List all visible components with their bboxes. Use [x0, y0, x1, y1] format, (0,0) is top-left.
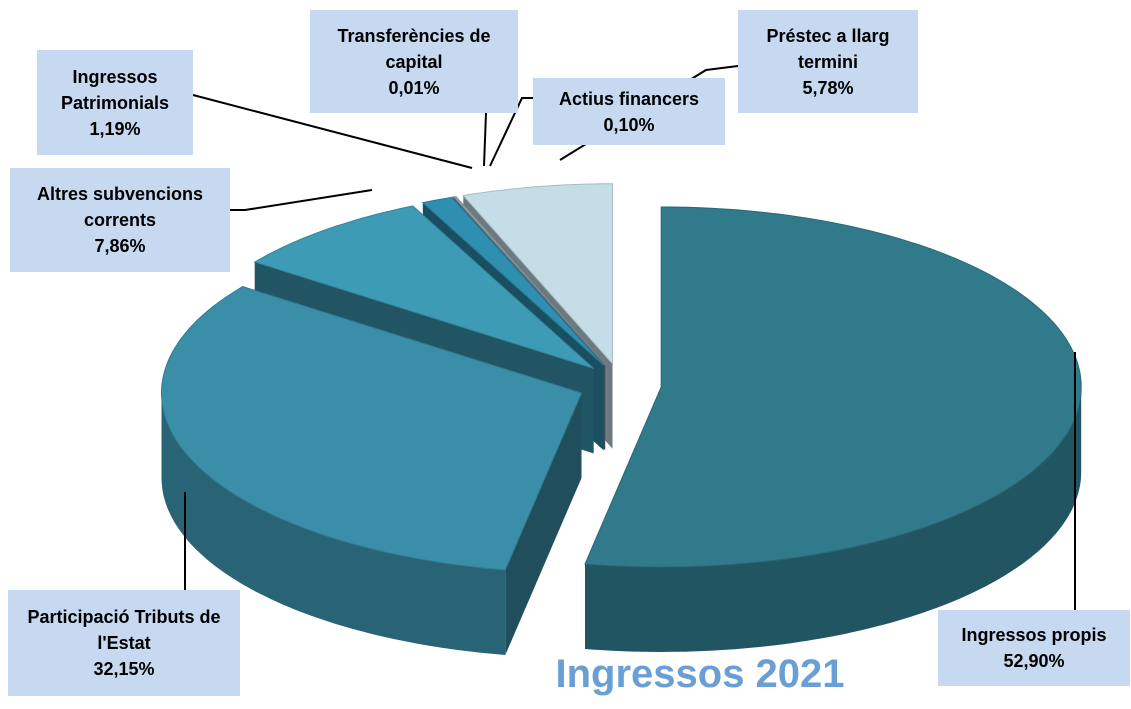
category-label: Ingressos propis [961, 625, 1107, 645]
category-label: Participació Tributs de l'Estat [27, 607, 221, 653]
category-label: Préstec a llarg termini [766, 25, 890, 72]
category-label: Ingressos Patrimonials [60, 66, 170, 113]
slice [462, 183, 613, 366]
label-box: Préstec a llarg termini 5,78% [738, 10, 918, 113]
slice-side [585, 387, 1082, 652]
slice [160, 286, 583, 571]
chart-title: Ingressos 2021 [555, 652, 845, 696]
value-label: 32,15% [93, 659, 155, 679]
category-label: Actius financers [558, 88, 700, 109]
slice [253, 205, 594, 369]
slice [451, 196, 606, 366]
label-box: Altres subvencions corrents 7,86% [10, 168, 230, 272]
value-label: 52,90% [1003, 651, 1065, 671]
value-label: 1,19% [89, 118, 141, 139]
value-label: 7,86% [94, 236, 146, 256]
slice [421, 196, 604, 366]
leader-line [192, 94, 473, 169]
label-box: Actius financers 0,10% [533, 78, 725, 145]
value-label: 5,78% [802, 77, 854, 98]
label-box: Ingressos propis 52,90% [938, 610, 1130, 686]
leader-line [230, 189, 373, 211]
leader-line [483, 112, 487, 167]
value-label: 0,01% [388, 77, 440, 98]
value-label: 0,10% [603, 114, 655, 135]
label-box: Ingressos Patrimonials 1,19% [37, 50, 193, 155]
label-box: Transferències de capital 0,01% [310, 10, 518, 113]
category-label: Altres subvencions corrents [36, 184, 204, 230]
slice-side [161, 393, 506, 655]
category-label: Transferències de capital [337, 25, 491, 72]
label-box: Participació Tributs de l'Estat 32,15% [8, 590, 240, 696]
slice [584, 206, 1082, 568]
leader-line [489, 97, 533, 167]
pie [160, 183, 1082, 655]
